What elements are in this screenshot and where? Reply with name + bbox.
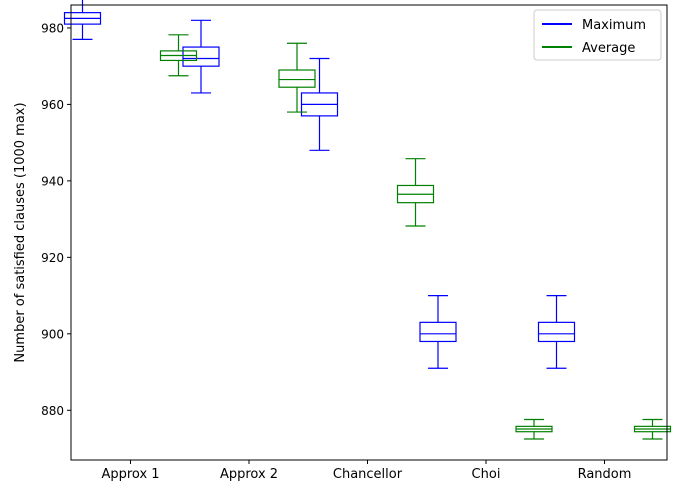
x-tick-label-2: Chancellor bbox=[333, 467, 403, 482]
box-maximum-2 bbox=[300, 57, 339, 151]
box-average-0 bbox=[159, 34, 198, 77]
y-tick-label-900: 900 bbox=[41, 327, 64, 341]
x-tick-label-4: Random bbox=[578, 467, 632, 482]
legend: Maximum Average bbox=[533, 9, 662, 61]
box-iqr bbox=[182, 46, 220, 67]
y-tick-label-920: 920 bbox=[41, 251, 64, 265]
box-average-4 bbox=[633, 418, 672, 440]
legend-label-maximum: Maximum bbox=[582, 18, 646, 33]
box-average-3 bbox=[515, 418, 553, 440]
y-tick-label-880: 880 bbox=[41, 404, 64, 418]
chart-marks bbox=[63, 0, 672, 440]
legend-label-average: Average bbox=[582, 41, 635, 56]
box-average-1 bbox=[278, 42, 316, 113]
axes-frame bbox=[70, 4, 668, 461]
box-maximum-3 bbox=[419, 294, 457, 369]
x-tick-label-1: Approx 2 bbox=[220, 467, 278, 482]
box-average-2 bbox=[396, 158, 435, 227]
box-maximum-1 bbox=[182, 19, 220, 94]
box-iqr bbox=[278, 69, 316, 88]
box-iqr bbox=[537, 321, 576, 343]
y-axis: 880 900 920 940 960 980 bbox=[41, 21, 71, 418]
y-tick-label-960: 960 bbox=[41, 98, 64, 112]
y-tick-label-980: 980 bbox=[41, 21, 64, 35]
x-tick-label-0: Approx 1 bbox=[101, 467, 159, 482]
y-tick-label-940: 940 bbox=[41, 174, 64, 188]
box-maximum-4 bbox=[537, 294, 576, 369]
box-iqr bbox=[419, 321, 457, 343]
box-maximum-0 bbox=[63, 0, 102, 41]
y-axis-label: Number of satisfied clauses (1000 max) bbox=[13, 102, 28, 362]
x-tick-label-3: Choi bbox=[472, 467, 501, 482]
x-axis: Approx 1 Approx 2 Chancellor Choi Random bbox=[101, 460, 631, 482]
